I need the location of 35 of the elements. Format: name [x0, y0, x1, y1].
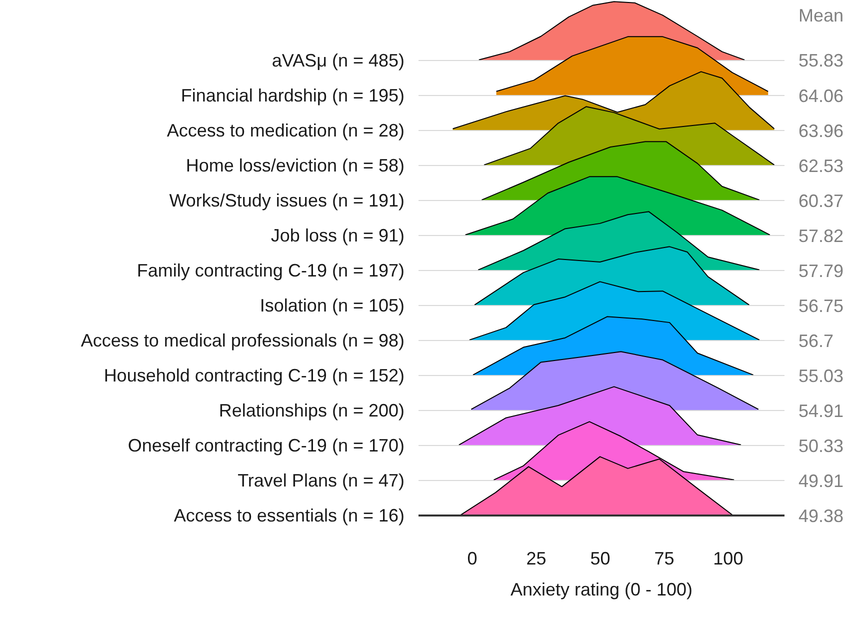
x-tick-label: 50 [590, 548, 610, 568]
text: 56.75 [798, 296, 844, 316]
y-axis-title: Relationships (n = 200) [218, 400, 404, 420]
y-axis-title: aVASμ (n = 485) [272, 50, 404, 70]
text: 55.83 [798, 50, 844, 70]
x-tick-label: 0 [467, 548, 478, 568]
text: 57.79 [798, 261, 844, 281]
text: Mean [798, 6, 844, 26]
text: 62.53 [798, 156, 844, 176]
y-axis-title: Family contracting C-19 (n = 197) [136, 260, 404, 280]
y-axis-title: Home loss/eviction (n = 58) [186, 156, 404, 176]
x-tick-label: 100 [713, 548, 744, 568]
text: 49.38 [798, 506, 844, 526]
text: 50.33 [798, 436, 844, 456]
y-axis-title: Access to medical professionals (n = 98) [80, 330, 405, 350]
text: 54.91 [798, 401, 844, 421]
y-axis-title: Isolation (n = 105) [260, 296, 405, 316]
x-tick-label: 75 [654, 548, 674, 568]
y-axis-title: Access to medication (n = 28) [166, 120, 405, 140]
y-axis-title: Financial hardship (n = 195) [180, 86, 405, 106]
text: 64.06 [798, 86, 844, 106]
text: 56.7 [798, 331, 834, 351]
text: 63.96 [798, 121, 844, 141]
y-axis-title: Access to essentials (n = 16) [174, 506, 404, 526]
y-axis-title: Household contracting C-19 (n = 152) [104, 366, 405, 386]
text: 55.03 [798, 366, 844, 386]
x-tick-label: 25 [526, 548, 546, 568]
y-axis-title: Works/Study issues (n = 191) [169, 190, 404, 210]
text: 49.91 [798, 471, 844, 491]
y-axis-title: Travel Plans (n = 47) [238, 470, 404, 490]
text: 57.82 [798, 226, 844, 246]
x-axis-title: Anxiety rating (0 - 100) [510, 580, 693, 600]
text: 60.37 [798, 191, 844, 211]
y-axis-title: Oneself contracting C-19 (n = 170) [128, 436, 405, 456]
y-axis-title: Job loss (n = 91) [270, 226, 405, 246]
